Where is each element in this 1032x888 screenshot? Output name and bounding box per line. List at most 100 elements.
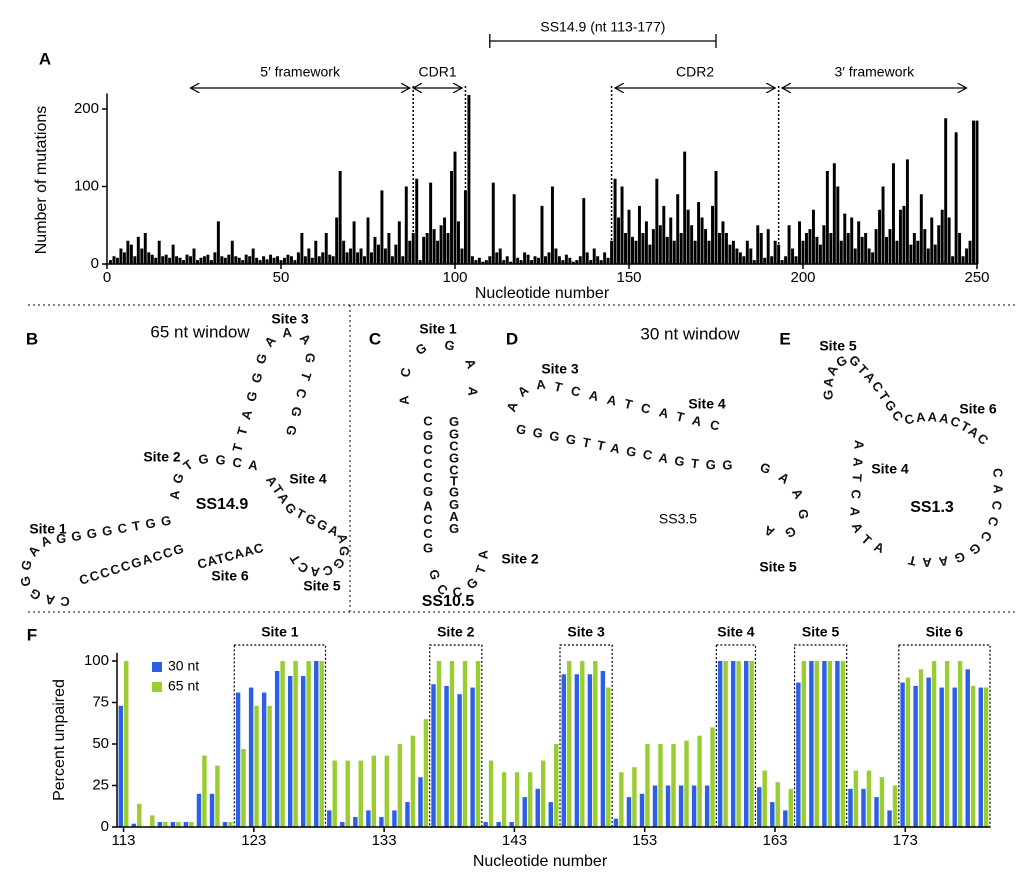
x-tick-label: 50 — [273, 269, 290, 286]
bar — [379, 817, 384, 827]
bar — [234, 256, 238, 264]
x-tick-label: 153 — [632, 832, 657, 849]
bar — [276, 256, 279, 264]
bar — [431, 684, 436, 827]
bar — [488, 760, 494, 827]
sequence-strand: ACGGAA — [397, 337, 481, 405]
legend-label: 65 nt — [168, 678, 199, 694]
bar — [721, 221, 725, 264]
bar — [202, 755, 207, 827]
bar — [931, 661, 937, 827]
bar — [254, 705, 259, 827]
bar — [267, 705, 272, 827]
bar — [965, 669, 970, 827]
bar — [540, 205, 544, 264]
bar — [258, 260, 262, 264]
sequence-text: AGTGGCA — [167, 451, 259, 500]
bar — [136, 236, 140, 264]
bar — [603, 252, 607, 264]
bar — [606, 257, 610, 264]
bar — [310, 257, 314, 264]
bar — [477, 257, 481, 264]
bar — [853, 248, 857, 264]
bar — [957, 661, 963, 827]
sequence-text: GCCGTA — [426, 549, 491, 601]
bar — [216, 221, 220, 264]
bar — [599, 260, 603, 264]
bar — [306, 661, 311, 827]
sequence-text: ACGGAA — [397, 337, 481, 405]
bar — [975, 120, 979, 264]
bar — [554, 248, 558, 264]
bar — [408, 240, 412, 264]
bar — [827, 661, 833, 827]
bar — [537, 257, 540, 264]
bar — [983, 687, 989, 827]
bar — [168, 257, 172, 264]
bar — [814, 661, 820, 827]
bar — [235, 692, 241, 827]
legend-swatch — [152, 682, 162, 692]
bar — [296, 252, 300, 264]
bar — [505, 256, 509, 264]
bar — [697, 735, 702, 827]
bar — [206, 254, 210, 264]
bar — [683, 151, 687, 264]
bar — [752, 260, 756, 264]
bar — [509, 822, 514, 827]
region-label: 3′ framework — [835, 64, 916, 80]
bar — [119, 248, 123, 264]
bar — [436, 240, 440, 264]
bar — [301, 675, 306, 827]
y-tick-label: 50 — [92, 735, 109, 752]
bar — [905, 677, 911, 827]
bar — [881, 186, 885, 264]
bar — [115, 257, 119, 264]
bar — [951, 256, 955, 264]
bar — [415, 178, 419, 264]
bar — [970, 685, 976, 827]
bar — [178, 257, 182, 264]
sequence-strand: AGTGGCA — [167, 451, 259, 500]
bar — [522, 797, 527, 827]
bar — [484, 260, 488, 264]
bar — [885, 236, 888, 264]
bar — [429, 182, 433, 264]
site-label: Site 3 — [567, 624, 605, 640]
bar — [620, 186, 624, 264]
bar — [958, 233, 962, 264]
bar — [773, 240, 777, 264]
bar — [711, 205, 714, 264]
bar — [710, 727, 715, 827]
bar — [491, 182, 495, 264]
bar — [848, 788, 853, 827]
site-label: Site 1 — [29, 521, 67, 537]
sequence-strand: CACCCGGAAT — [907, 468, 1006, 570]
bar — [639, 793, 645, 827]
site-label: Site 5 — [759, 559, 797, 575]
bar — [939, 687, 944, 827]
bar — [574, 674, 580, 827]
bar — [390, 256, 394, 264]
bar — [671, 744, 676, 827]
bar — [335, 217, 339, 264]
bar — [401, 256, 405, 264]
bar — [450, 171, 453, 264]
sequence-strand: GCCGTA — [426, 549, 491, 601]
bar — [926, 677, 931, 827]
bar — [744, 661, 749, 827]
bar — [516, 257, 520, 264]
bar — [613, 178, 617, 264]
bar — [342, 240, 346, 264]
site-label: Site 1 — [261, 624, 299, 640]
bar — [801, 661, 806, 827]
bar — [759, 233, 763, 264]
bar — [457, 694, 462, 827]
bar — [300, 233, 304, 264]
bar — [745, 240, 749, 264]
bar — [791, 248, 795, 264]
bar — [770, 256, 774, 264]
sequence-text: AATCAATA — [847, 440, 887, 557]
bar — [443, 217, 447, 264]
bar — [373, 236, 377, 264]
